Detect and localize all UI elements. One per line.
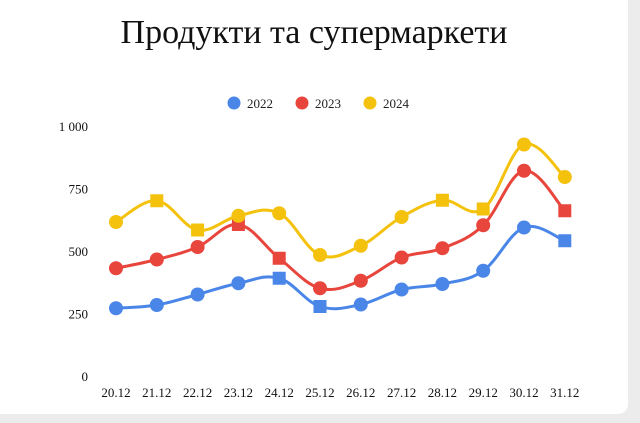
- data-point-2024: [231, 208, 246, 223]
- x-tick-label: 30.12: [509, 385, 538, 400]
- data-point-2022: [272, 271, 286, 285]
- data-point-2022: [476, 263, 491, 278]
- data-point-2022: [353, 297, 368, 312]
- data-point-2023: [476, 218, 491, 233]
- data-point-2024: [435, 193, 449, 207]
- data-point-2022: [231, 276, 246, 291]
- data-point-2023: [272, 251, 286, 265]
- x-tick-label: 22.12: [183, 385, 212, 400]
- data-point-2024: [394, 210, 409, 224]
- x-tick-label: 21.12: [142, 385, 171, 400]
- series-line-2022: [115, 224, 566, 311]
- x-tick-label: 25.12: [305, 385, 334, 400]
- data-point-2024: [191, 223, 205, 237]
- data-point-2024: [557, 170, 572, 184]
- legend-label-2022: 2022: [247, 96, 273, 111]
- data-point-2022: [190, 287, 205, 302]
- y-tick-label: 1 000: [59, 119, 88, 134]
- data-point-2023: [394, 250, 409, 265]
- data-point-2023: [435, 241, 450, 256]
- data-point-2024: [150, 194, 164, 208]
- data-point-2022: [109, 301, 123, 316]
- x-tick-label: 26.12: [346, 385, 375, 400]
- x-tick-label: 20.12: [101, 385, 130, 400]
- data-point-2023: [313, 281, 327, 296]
- x-tick-label: 28.12: [428, 385, 457, 400]
- legend-label-2023: 2023: [315, 96, 341, 111]
- data-point-2022: [435, 277, 450, 291]
- data-point-2024: [476, 202, 490, 216]
- data-point-2024: [517, 137, 531, 152]
- data-point-2023: [353, 273, 368, 288]
- data-point-2022: [517, 220, 531, 235]
- x-tick-label: 27.12: [387, 385, 416, 400]
- data-point-2023: [517, 163, 531, 178]
- legend-marker-2024: [363, 96, 377, 110]
- legend-label-2024: 2024: [383, 96, 410, 111]
- y-tick-label: 250: [69, 307, 89, 322]
- data-point-2022: [558, 234, 572, 248]
- series-line-2024: [115, 142, 566, 259]
- data-point-2024: [313, 248, 327, 262]
- data-point-2024: [272, 206, 287, 221]
- data-point-2023: [190, 240, 205, 254]
- x-tick-label: 29.12: [469, 385, 498, 400]
- chart-card: Продукти та супермаркети 0 250 500 750 1 000…: [0, 0, 628, 414]
- legend-marker-2023: [295, 96, 309, 110]
- data-point-2023: [558, 204, 572, 218]
- data-point-2022: [313, 300, 327, 313]
- y-tick-label: 500: [69, 244, 89, 259]
- data-point-2023: [109, 261, 123, 276]
- x-tick-label: 23.12: [224, 385, 253, 400]
- data-point-2024: [353, 238, 368, 253]
- y-tick-label: 750: [69, 182, 89, 197]
- data-point-2022: [149, 298, 164, 312]
- chart-title: Продукти та супермаркети: [120, 14, 508, 51]
- data-point-2024: [109, 215, 123, 229]
- data-point-2022: [394, 282, 409, 297]
- y-tick-label: 0: [82, 369, 89, 384]
- x-tick-label: 24.12: [265, 385, 294, 400]
- legend-marker-2022: [227, 96, 241, 110]
- x-tick-label: 31.12: [550, 385, 579, 400]
- data-point-2023: [149, 252, 164, 267]
